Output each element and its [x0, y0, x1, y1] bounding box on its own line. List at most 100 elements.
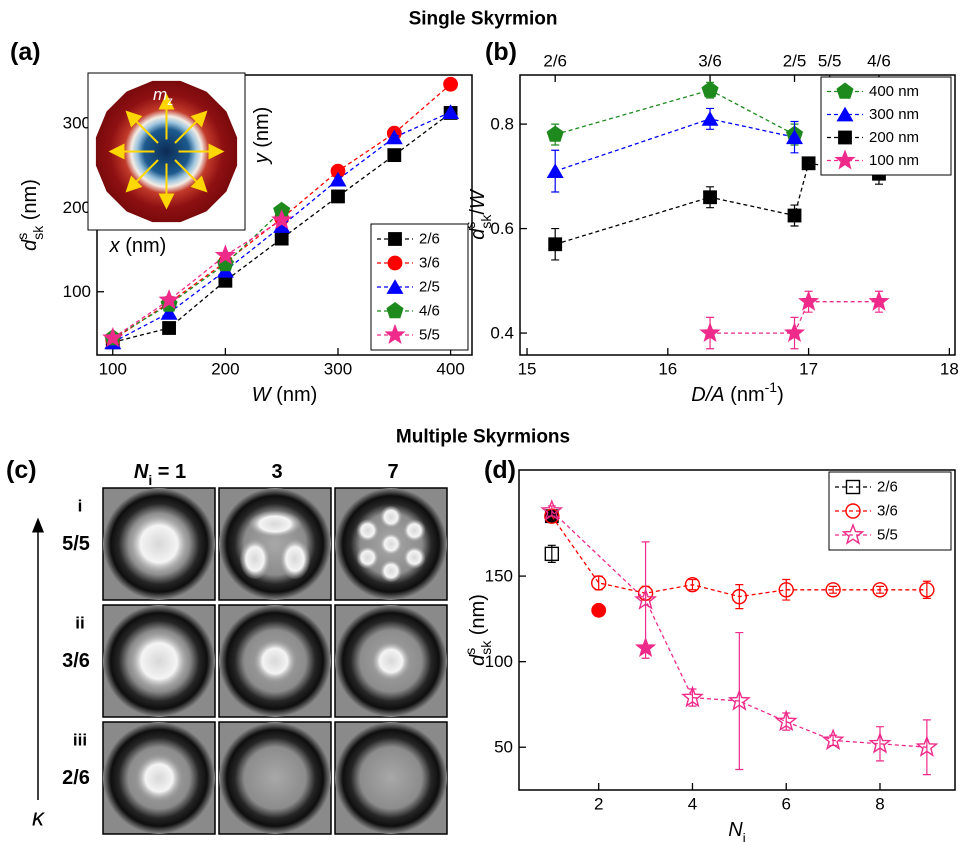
x-axis-label-part: (nm	[725, 384, 765, 406]
series-line	[555, 90, 794, 135]
y-axis-label: dssk (nm)	[462, 594, 494, 666]
row-name: 3/6	[62, 650, 90, 672]
x-axis-label: D/A (nm-1)	[691, 379, 783, 406]
texture-blob	[254, 640, 296, 682]
legend-label: 400 nm	[869, 83, 919, 100]
x-tick-label: 18	[940, 360, 959, 379]
x-tick-label: 15	[518, 360, 537, 379]
x2-tick-label: 4/6	[867, 52, 891, 71]
legend-label: 2/6	[877, 479, 898, 496]
column-header: 3	[271, 461, 282, 483]
data-point	[163, 322, 176, 335]
x-tick-label: 200	[211, 360, 239, 379]
row-name: 2/6	[62, 767, 90, 789]
panel-label: (c)	[6, 456, 37, 484]
y-axis-label: dssk/W	[462, 188, 494, 240]
data-point	[802, 157, 815, 170]
y-axis-label-part: sk	[30, 225, 46, 240]
texture-blob	[249, 511, 301, 537]
row-index: iii	[73, 731, 87, 750]
inset-label-part: m	[153, 85, 167, 104]
y-axis-label-part: s	[14, 233, 30, 240]
inset-axis-label-part: (nm)	[120, 235, 167, 257]
row-index: i	[78, 497, 83, 516]
texture-blob	[357, 520, 379, 542]
y-axis-label-part: sk	[478, 214, 494, 229]
data-point	[788, 209, 801, 222]
x-tick-label: 300	[324, 360, 352, 379]
y-axis-label-part: (nm)	[19, 179, 41, 226]
texture-blob	[380, 533, 402, 555]
x2-tick-label: 3/6	[698, 52, 722, 71]
texture-blob	[372, 642, 410, 680]
data-point	[388, 149, 401, 162]
row-name: 5/5	[62, 533, 90, 555]
panel-label: (d)	[484, 456, 516, 484]
y-tick-label: 50	[494, 738, 513, 757]
column-header: Ni = 1	[134, 461, 186, 488]
x-axis-label: W (nm)	[252, 384, 318, 406]
x-axis-label-part: i	[743, 830, 746, 842]
panel-label: (b)	[485, 38, 517, 66]
data-point	[702, 82, 718, 97]
data-point	[873, 583, 887, 597]
legend-label: 5/5	[419, 327, 440, 344]
texture-ring	[335, 722, 447, 834]
x-axis-label: Ni	[728, 819, 746, 842]
data-point	[704, 191, 717, 204]
texture-blob	[128, 513, 190, 575]
texture-blob	[280, 539, 310, 579]
texture-blob	[380, 560, 402, 582]
x-axis-label-part: N	[728, 819, 743, 841]
column-header-part: N	[134, 461, 149, 483]
axis-symbol: κ	[32, 805, 46, 832]
inset-label-part: z	[167, 94, 173, 108]
x-tick-label: 400	[436, 360, 464, 379]
texture-blob	[357, 547, 379, 569]
legend-label: 3/6	[877, 503, 898, 520]
y-axis-label-part: s	[462, 648, 478, 655]
data-point	[547, 164, 563, 178]
data-point	[444, 77, 458, 91]
heading: Single Skyrmion	[409, 9, 558, 30]
x-tick-label: 100	[99, 360, 127, 379]
legend-marker	[847, 481, 860, 494]
legend-marker	[846, 504, 860, 518]
heading: Multiple Skyrmions	[396, 427, 570, 448]
x-tick-label: 4	[688, 795, 697, 814]
y-tick-label: 100	[63, 282, 91, 301]
x-axis-label-part: W	[252, 384, 273, 406]
row-index: ii	[75, 614, 84, 633]
x-axis-label-part: )	[777, 384, 784, 406]
x-tick-label: 6	[781, 795, 790, 814]
data-point	[275, 232, 288, 245]
data-point	[779, 583, 793, 597]
y-axis-label: dssk (nm)	[14, 179, 46, 251]
figure: Single Skyrmion Multiple Skyrmions (c) (…	[0, 0, 966, 842]
panel-label: (a)	[10, 38, 41, 66]
y-axis-label-part: s	[462, 222, 478, 229]
legend-label: 3/6	[419, 255, 440, 272]
y-tick-label: 150	[485, 567, 513, 586]
y-tick-label: 300	[63, 114, 91, 133]
texture-blob	[136, 755, 182, 801]
legend-marker	[839, 131, 852, 144]
texture-ring	[219, 488, 331, 600]
texture-blob	[403, 520, 425, 542]
data-point	[685, 578, 699, 592]
x-tick-label: 8	[875, 795, 884, 814]
y-axis-label-part: sk	[478, 640, 494, 655]
data-point	[545, 547, 558, 560]
filled-point	[592, 603, 606, 617]
x-axis-label-part: -1	[765, 379, 778, 395]
data-point	[592, 576, 606, 590]
data-point	[920, 583, 934, 597]
y-tick-label: 0.4	[490, 324, 514, 343]
legend-label: 2/5	[419, 279, 440, 296]
y-tick-label: 0.8	[490, 115, 514, 134]
inset-axis-label: y (nm)	[251, 107, 273, 166]
legend-label: 300 nm	[869, 106, 919, 123]
column-header-part: = 1	[152, 461, 186, 483]
x2-tick-label: 2/5	[783, 52, 807, 71]
x-tick-label: 2	[594, 795, 603, 814]
